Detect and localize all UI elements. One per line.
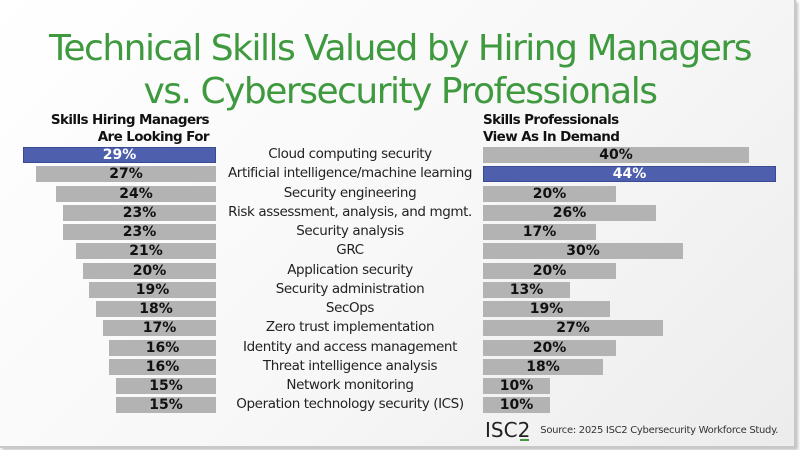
skill-label: Artificial intelligence/machine learning xyxy=(227,165,473,181)
skill-label: Risk assessment, analysis, and mgmt. xyxy=(228,204,472,220)
professional-bar: 40% xyxy=(483,147,749,163)
professional-bar: 13% xyxy=(483,282,570,298)
skill-label: Network monitoring xyxy=(286,377,414,393)
professional-bar: 27% xyxy=(483,320,663,336)
hiring-manager-bar: 27% xyxy=(36,166,216,182)
professional-bar: 10% xyxy=(483,397,550,413)
hiring-manager-bar: 18% xyxy=(96,301,216,317)
skill-label: Application security xyxy=(287,262,413,278)
isc2-logo: ISC2 xyxy=(485,418,530,442)
professional-bar: 20% xyxy=(483,263,616,279)
hiring-manager-bar: 17% xyxy=(103,320,216,336)
professional-bar: 18% xyxy=(483,359,603,375)
right-header-line2: View As In Demand xyxy=(483,129,620,145)
skill-label: Security engineering xyxy=(283,185,417,201)
skill-label: Identity and access management xyxy=(243,339,457,355)
chart-title-line1: Technical Skills Valued by Hiring Manage… xyxy=(49,28,752,69)
hiring-manager-bar: 16% xyxy=(109,340,216,356)
professional-bar: 26% xyxy=(483,205,656,221)
left-header-line2: Are Looking For xyxy=(97,129,210,145)
hiring-manager-bar: 19% xyxy=(89,282,216,298)
skill-label: Security administration xyxy=(275,281,425,297)
hiring-manager-bar: 23% xyxy=(63,224,216,240)
left-header-line1: Skills Hiring Managers xyxy=(50,112,210,128)
right-series-header: Skills Professionals View As In Demand xyxy=(483,112,620,146)
skill-label: Operation technology security (ICS) xyxy=(236,396,464,412)
skill-label: SecOps xyxy=(325,300,375,316)
skill-label: Cloud computing security xyxy=(268,146,432,162)
hiring-manager-bar: 15% xyxy=(116,397,216,413)
hiring-manager-bar: 16% xyxy=(109,359,216,375)
hiring-manager-bar: 23% xyxy=(63,205,216,221)
hiring-manager-bar: 21% xyxy=(76,243,216,259)
professional-bar: 20% xyxy=(483,340,616,356)
left-series-header: Skills Hiring Managers Are Looking For xyxy=(50,112,210,146)
hiring-manager-bar: 29% xyxy=(23,147,216,163)
skill-label: Zero trust implementation xyxy=(265,319,435,335)
hiring-manager-bar: 24% xyxy=(56,186,216,202)
source-note: Source: 2025 ISC2 Cybersecurity Workforc… xyxy=(540,424,779,436)
professional-bar: 10% xyxy=(483,378,550,394)
professional-bar: 20% xyxy=(483,186,616,202)
footer: ISC2 Source: 2025 ISC2 Cybersecurity Wor… xyxy=(485,418,778,442)
professional-bar: 44% xyxy=(483,166,776,182)
hiring-manager-bar: 20% xyxy=(83,263,216,279)
hiring-manager-bar: 15% xyxy=(116,378,216,394)
logo-text: ISC xyxy=(485,418,518,442)
right-header-line1: Skills Professionals xyxy=(483,112,619,128)
skill-label: GRC xyxy=(336,242,364,258)
professional-bar: 19% xyxy=(483,301,610,317)
logo-two: 2 xyxy=(517,418,531,442)
chart-title-line2: vs. Cybersecurity Professionals xyxy=(143,71,658,112)
skill-label: Threat intelligence analysis xyxy=(262,358,438,374)
professional-bar: 17% xyxy=(483,224,596,240)
professional-bar: 30% xyxy=(483,243,683,259)
skill-label: Security analysis xyxy=(296,223,404,239)
